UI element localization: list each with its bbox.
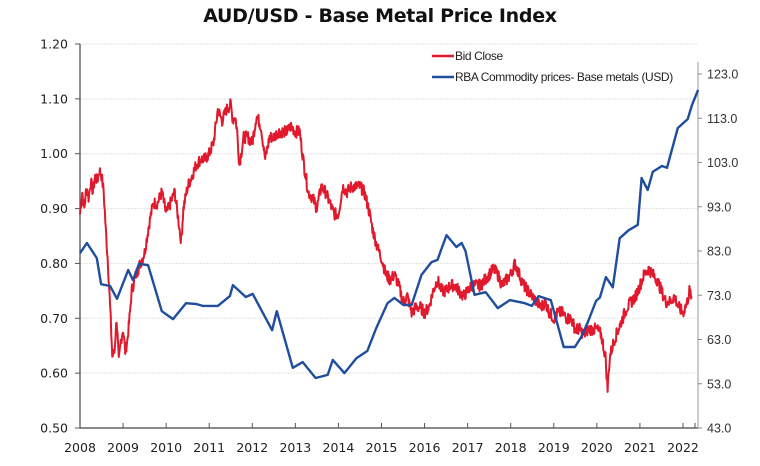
- y2-tick-label: 103.0: [707, 156, 738, 170]
- y2-tick-label: 63.0: [707, 333, 731, 347]
- y2-tick-label: 43.0: [707, 422, 731, 436]
- y2-tick-label: 73.0: [707, 289, 731, 303]
- x-axis-ticks: 2008 2009 2010 2011 2012 2013 2014 2015 2016 2017…: [64, 423, 699, 455]
- x-tick-label: 2016: [409, 440, 441, 455]
- x-tick-label: 2013: [279, 440, 311, 455]
- x-tick-label: 2012: [236, 440, 268, 455]
- x-tick-label: 2008: [64, 440, 96, 455]
- y2-tick-label: 53.0: [707, 377, 731, 391]
- y-tick-label: 1.10: [40, 91, 68, 106]
- x-tick-label: 2020: [581, 440, 613, 455]
- x-tick-label: 2021: [624, 440, 656, 455]
- x-tick-label: 2022: [667, 440, 699, 455]
- legend: Bid Close RBA Commodity prices- Base met…: [432, 49, 674, 84]
- x-tick-label: 2015: [366, 440, 398, 455]
- y-tick-label: 0.90: [40, 201, 68, 216]
- chart-title: AUD/USD - Base Metal Price Index: [203, 5, 557, 27]
- gridlines: [80, 43, 698, 374]
- y-tick-label: 1.00: [40, 146, 68, 161]
- y2-tick-label: 93.0: [707, 200, 731, 214]
- x-tick-label: 2009: [107, 440, 139, 455]
- y-axis-left-ticks: 0.50 0.60 0.70 0.80 0.90 1.00 1.10 1.20: [40, 37, 80, 436]
- y-tick-label: 0.70: [40, 311, 68, 326]
- y-tick-label: 0.50: [40, 421, 68, 436]
- series-line-rba-base-metals: [79, 89, 700, 380]
- x-tick-label: 2019: [538, 440, 570, 455]
- legend-label-rba-base-metals: RBA Commodity prices- Base metals (USD): [455, 70, 673, 84]
- x-tick-label: 2014: [323, 440, 355, 455]
- series-line-bid-close: [79, 98, 693, 393]
- axes: [79, 44, 699, 429]
- y2-tick-label: 113.0: [707, 112, 737, 126]
- y-tick-label: 0.80: [40, 256, 68, 271]
- legend-label-bid-close: Bid Close: [455, 49, 503, 63]
- y-tick-label: 1.20: [40, 37, 68, 52]
- y-axis-right-ticks: 43.0 53.0 63.0 73.0 83.0 93.0 103.0 113.0 123.0: [698, 68, 738, 436]
- x-tick-label: 2018: [495, 440, 527, 455]
- x-tick-label: 2017: [452, 440, 484, 455]
- x-tick-label: 2010: [150, 440, 182, 455]
- x-tick-label: 2011: [193, 440, 225, 455]
- y-tick-label: 0.60: [40, 366, 68, 381]
- y2-tick-label: 123.0: [707, 68, 738, 82]
- series-lines: [79, 89, 700, 393]
- y2-tick-label: 83.0: [707, 245, 731, 259]
